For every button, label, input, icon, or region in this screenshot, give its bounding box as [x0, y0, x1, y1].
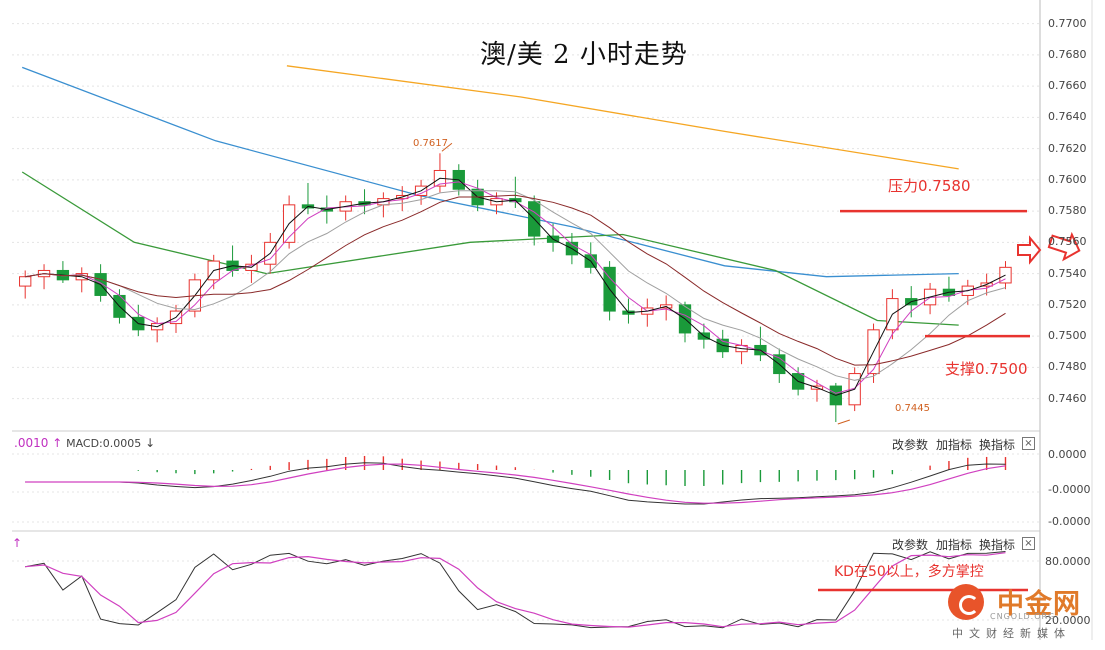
macd-scale-label: .0010 — [14, 436, 49, 450]
macd-down-arrow-icon: ↓ — [145, 436, 156, 450]
macd-line — [25, 462, 1006, 505]
trend-arrow-icon — [1017, 235, 1042, 265]
short-ma-line — [25, 190, 1006, 381]
main-y-tick: 0.7700 — [1048, 16, 1087, 30]
main-y-tick: 0.7480 — [1048, 360, 1087, 374]
watermark-name: 中金网 — [997, 589, 1081, 620]
kd-adjust-params-button[interactable]: 改参数 — [892, 538, 929, 552]
main-y-tick: 0.7500 — [1048, 329, 1087, 343]
watermark-sub: 中文财经新媒体 — [952, 627, 1071, 640]
main-y-tick: 0.7560 — [1048, 235, 1087, 249]
kd-tick-20: 20.0000 — [1045, 614, 1091, 627]
macd-value-label: MACD:0.0005 — [66, 437, 142, 450]
main-y-tick: 0.7540 — [1048, 266, 1087, 280]
low-price-label: 0.7445 — [895, 403, 930, 414]
low-arrow — [837, 419, 850, 425]
macd-swap-indicator-button[interactable]: 换指标 — [979, 438, 1016, 452]
macd-header: .0010 ↑ MACD:0.0005 ↓ — [14, 436, 155, 450]
k-line — [25, 551, 1006, 629]
d-line — [25, 552, 1006, 628]
short-ma-line — [25, 181, 1006, 394]
high-price-label: 0.7617 — [413, 138, 448, 149]
kd-up-arrow-icon: ↑ — [12, 536, 23, 550]
macd-tick-2: -0.0000 — [1048, 515, 1091, 528]
macd-up-arrow-icon: ↑ — [52, 436, 63, 450]
main-y-tick: 0.7520 — [1048, 297, 1087, 311]
resistance-label: 压力0.7580 — [888, 177, 971, 195]
macd-close-icon[interactable]: × — [1022, 437, 1035, 450]
support-label: 支撑0.7500 — [945, 360, 1028, 378]
kd-note-label: KD在50以上，多方掌控 — [834, 564, 984, 580]
chart-title: 澳/美 2 小时走势 — [480, 40, 688, 70]
trend-arrow-icon — [1047, 231, 1081, 262]
signal-line — [25, 463, 1006, 504]
macd-tick-0: 0.0000 — [1048, 448, 1087, 461]
kd-swap-indicator-button[interactable]: 换指标 — [979, 538, 1016, 552]
macd-adjust-params-button[interactable]: 改参数 — [892, 438, 929, 452]
candle-body — [19, 276, 32, 287]
main-y-tick: 0.7640 — [1048, 110, 1087, 124]
kd-add-indicator-button[interactable]: 加指标 — [936, 538, 973, 552]
kd-tick-80: 80.0000 — [1045, 555, 1091, 568]
moving-average-line-0 — [286, 65, 959, 170]
main-y-tick: 0.7460 — [1048, 391, 1087, 405]
short-ma-line — [25, 177, 1006, 396]
main-y-tick: 0.7600 — [1048, 172, 1087, 186]
main-y-tick: 0.7680 — [1048, 47, 1087, 61]
macd-add-indicator-button[interactable]: 加指标 — [936, 438, 973, 452]
main-y-tick: 0.7580 — [1048, 204, 1087, 218]
main-y-tick: 0.7660 — [1048, 79, 1087, 93]
main-y-tick: 0.7620 — [1048, 141, 1087, 155]
moving-average-line-2 — [21, 171, 959, 326]
watermark-logo-inner-icon — [959, 595, 979, 615]
high-arrow — [441, 142, 453, 152]
moving-average-line-1 — [21, 66, 959, 278]
kd-close-icon[interactable]: × — [1022, 537, 1035, 550]
macd-tick-1: -0.0000 — [1048, 483, 1091, 496]
watermark-en: CNGOLD.ORG — [990, 612, 1056, 621]
short-ma-line — [25, 194, 1006, 366]
